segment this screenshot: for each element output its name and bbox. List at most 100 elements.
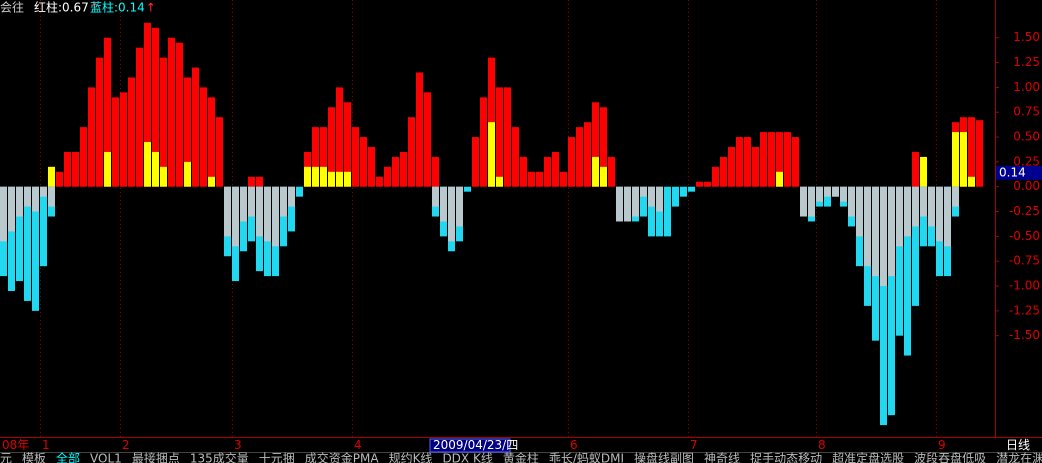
- bar: [720, 156, 727, 187]
- bar: [144, 22, 151, 187]
- bar: [104, 37, 111, 187]
- tab[interactable]: 捉手动态移动: [750, 451, 822, 463]
- bar: [320, 127, 327, 187]
- bar: [304, 166, 311, 187]
- tab[interactable]: 135成交量: [190, 451, 249, 463]
- bar: [832, 186, 839, 197]
- y-tick-label: 0.25: [1013, 154, 1040, 168]
- tab[interactable]: 超准定盘选股: [832, 451, 904, 463]
- bar: [592, 102, 599, 187]
- bar: [280, 186, 287, 217]
- bar: [816, 186, 823, 202]
- bar: [952, 186, 959, 207]
- tab[interactable]: 乖长/蚂蚁DMI: [549, 451, 624, 463]
- bar: [360, 137, 367, 187]
- y-tick-label: 0.00: [1013, 179, 1040, 193]
- bar: [976, 120, 983, 187]
- bar: [752, 146, 759, 187]
- x-tick-label: 2: [122, 438, 130, 452]
- bar: [688, 186, 695, 192]
- bar: [496, 87, 503, 187]
- bar: [248, 176, 255, 187]
- bar: [704, 181, 711, 187]
- bar: [768, 132, 775, 187]
- bar: [672, 186, 679, 207]
- bar: [96, 57, 103, 187]
- bar: [288, 186, 295, 207]
- bar: [512, 127, 519, 187]
- y-tick-label: 1.25: [1013, 55, 1040, 69]
- bar: [896, 186, 903, 336]
- tab[interactable]: 全部: [56, 451, 80, 463]
- bar: [152, 151, 159, 187]
- bar: [896, 186, 903, 247]
- tab[interactable]: DDX K线: [442, 452, 492, 463]
- bar: [904, 186, 911, 356]
- tab[interactable]: 十元捆: [259, 452, 295, 463]
- tab[interactable]: 潜龙在渊选股: [996, 452, 1042, 463]
- bar: [8, 186, 15, 292]
- tab[interactable]: 元: [0, 452, 12, 463]
- tab[interactable]: 规约K线: [389, 451, 433, 463]
- x-tick-label: 3: [234, 438, 242, 452]
- bar: [336, 87, 343, 187]
- x-tick-label: 9: [938, 438, 946, 452]
- tab[interactable]: 模板: [22, 452, 46, 463]
- bar: [448, 186, 455, 242]
- bar: [576, 127, 583, 187]
- bar: [488, 122, 495, 187]
- bar: [440, 186, 447, 222]
- tab[interactable]: 神奇线: [704, 452, 740, 463]
- bar: [32, 186, 39, 212]
- tab[interactable]: 操盘线副图: [634, 451, 694, 463]
- bar: [664, 186, 671, 237]
- bar: [136, 47, 143, 187]
- bars: [0, 0, 983, 437]
- y-tick-label: 0.50: [1013, 130, 1040, 144]
- bar: [912, 151, 919, 187]
- header-label: 蓝柱:0.14: [90, 0, 145, 15]
- tab[interactable]: 成交资金PMA: [305, 451, 380, 463]
- bar: [496, 176, 503, 187]
- bar: [608, 156, 615, 187]
- bar: [632, 186, 639, 217]
- date-cursor-box: [429, 438, 511, 453]
- y-tick-label: 1.00: [1013, 80, 1040, 94]
- period-label: 日线: [1006, 438, 1030, 452]
- bar: [712, 166, 719, 187]
- tab[interactable]: VOL1: [90, 452, 122, 463]
- bar: [528, 171, 535, 187]
- bar: [208, 176, 215, 187]
- bar: [424, 92, 431, 187]
- bar: [968, 117, 975, 187]
- bar: [680, 186, 687, 197]
- bar: [184, 77, 191, 187]
- bar: [48, 186, 55, 207]
- tab[interactable]: 黄金柱: [503, 451, 539, 463]
- bar: [120, 92, 127, 187]
- tab[interactable]: 最接捆点: [132, 451, 180, 463]
- y-tick-label: 0.75: [1013, 105, 1040, 119]
- bar: [792, 137, 799, 187]
- bar: [800, 186, 807, 217]
- bar: [504, 87, 511, 187]
- bar: [40, 186, 47, 197]
- bar: [232, 186, 239, 247]
- bar: [160, 57, 167, 187]
- bar: [24, 186, 31, 301]
- y-tick-label: -1.25: [1009, 303, 1040, 317]
- bar: [888, 186, 895, 277]
- bar: [928, 186, 935, 227]
- bar: [544, 156, 551, 187]
- bar: [400, 151, 407, 187]
- header-arrow: ↑: [146, 1, 156, 15]
- x-tick-label: 4: [354, 438, 362, 452]
- bar: [376, 176, 383, 187]
- bar: [240, 186, 247, 222]
- bar: [40, 186, 47, 267]
- bar: [912, 186, 919, 306]
- bar: [728, 146, 735, 187]
- tab[interactable]: 波段吞盘低吸: [914, 451, 986, 463]
- bar: [912, 186, 919, 227]
- bar: [216, 117, 223, 187]
